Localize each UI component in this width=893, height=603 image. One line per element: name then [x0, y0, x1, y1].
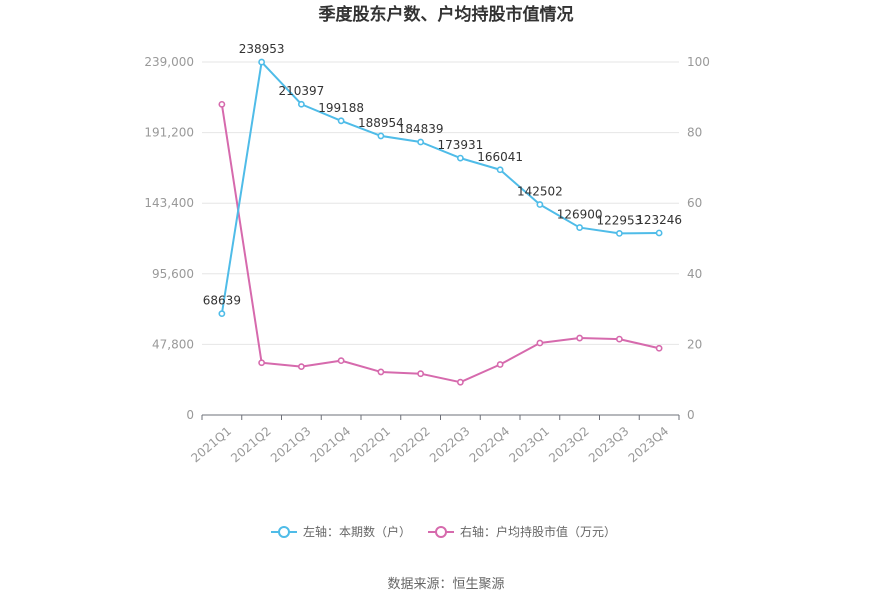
left-series-point[interactable]: [258, 58, 266, 66]
left-series-point[interactable]: [496, 166, 504, 174]
left-series-line: [220, 61, 660, 314]
legend-swatch-left-marker: [278, 526, 290, 538]
left-series-data-label: 173931: [437, 138, 483, 152]
x-axis-tick-label: 2021Q1: [188, 424, 233, 465]
legend-label-left: 左轴：本期数（户）: [303, 524, 411, 539]
x-axis-tick-label: 2022Q1: [347, 424, 392, 465]
left-series-point[interactable]: [456, 154, 464, 162]
right-axis-tick-label: 60: [687, 196, 702, 210]
right-series-point[interactable]: [496, 361, 504, 368]
x-axis-tick-label: 2022Q4: [467, 424, 512, 465]
right-axis-tick-label: 80: [687, 126, 702, 140]
left-series-point[interactable]: [337, 117, 345, 125]
grid-lines: [202, 61, 679, 345]
right-series-point[interactable]: [417, 370, 425, 378]
right-series-point[interactable]: [655, 344, 663, 352]
right-axis-tick-label: 0: [687, 408, 695, 422]
left-axis-tick-label: 143,400: [144, 196, 194, 210]
left-axis-tick-label: 239,000: [144, 55, 194, 69]
right-axis-tick-label: 20: [687, 337, 702, 351]
x-axis-tick-label: 2022Q2: [387, 424, 432, 465]
left-series-data-label: 142502: [517, 185, 563, 199]
series-layer: [218, 58, 663, 386]
x-axis-tick-label: 2023Q4: [626, 424, 671, 465]
legend-item-left-series[interactable]: 左轴：本期数（户）: [271, 524, 411, 539]
left-series-point[interactable]: [417, 138, 425, 146]
right-axis-tick-label: 100: [687, 55, 710, 69]
left-series-point[interactable]: [655, 229, 663, 237]
right-series-point[interactable]: [615, 335, 623, 343]
left-series-data-label: 166041: [477, 150, 523, 164]
right-series-point[interactable]: [337, 357, 345, 365]
left-axis-tick-label: 47,800: [152, 337, 194, 351]
x-axis-tick-label: 2021Q2: [228, 424, 273, 465]
left-axis-tick-label: 191,200: [144, 126, 194, 140]
x-axis-tick-label: 2023Q3: [586, 424, 631, 465]
left-series-data-label: 68639: [203, 294, 241, 308]
right-series-point[interactable]: [576, 334, 584, 342]
data-source: 数据来源：恒生聚源: [387, 577, 504, 592]
left-series-data-label: 199188: [318, 101, 364, 115]
left-series-point[interactable]: [615, 229, 623, 237]
left-series-data-label: 126900: [557, 208, 603, 222]
left-series-point[interactable]: [576, 224, 584, 231]
right-series-point[interactable]: [297, 363, 305, 371]
left-series-data-label: 123246: [636, 213, 682, 227]
x-axis-tick-label: 2023Q2: [546, 424, 591, 465]
chart-title: 季度股东户数、户均持股市值情况: [319, 4, 574, 25]
left-series-data-label: 122953: [596, 213, 642, 227]
left-axis-tick-label: 95,600: [152, 267, 194, 281]
left-series-data-label: 210397: [278, 84, 324, 98]
right-series-point[interactable]: [377, 368, 385, 376]
x-axis-tick-label: 2021Q4: [308, 424, 353, 465]
right-axis-tick-label: 40: [687, 267, 702, 281]
left-axis-tick-label: 0: [186, 408, 194, 422]
right-series-point[interactable]: [218, 100, 226, 108]
left-series-point[interactable]: [297, 100, 305, 108]
right-series-point[interactable]: [258, 359, 266, 367]
left-series-data-label: 188954: [358, 116, 404, 130]
right-series-line: [220, 104, 660, 384]
x-axis-tick-label: 2021Q3: [268, 424, 313, 465]
right-series-point[interactable]: [456, 378, 464, 386]
left-series-point[interactable]: [218, 310, 226, 318]
left-series-point[interactable]: [377, 132, 385, 140]
left-series-data-label: 238953: [239, 42, 285, 56]
legend: 左轴：本期数（户） 右轴：户均持股市值（万元）: [271, 524, 616, 539]
x-axis-tick-label: 2023Q1: [506, 424, 551, 465]
legend-swatch-right-marker: [435, 526, 447, 538]
left-series-point[interactable]: [536, 201, 544, 208]
legend-item-right-series[interactable]: 右轴：户均持股市值（万元）: [428, 524, 616, 539]
right-series-point[interactable]: [536, 339, 544, 347]
x-axis-tick-label: 2022Q3: [427, 424, 472, 465]
legend-label-right: 右轴：户均持股市值（万元）: [460, 524, 616, 539]
left-series-data-label: 184839: [398, 122, 444, 136]
axes: 0 0 47,800 20 95,600 40 143,400 60 191,200 80 239,…: [144, 55, 710, 465]
